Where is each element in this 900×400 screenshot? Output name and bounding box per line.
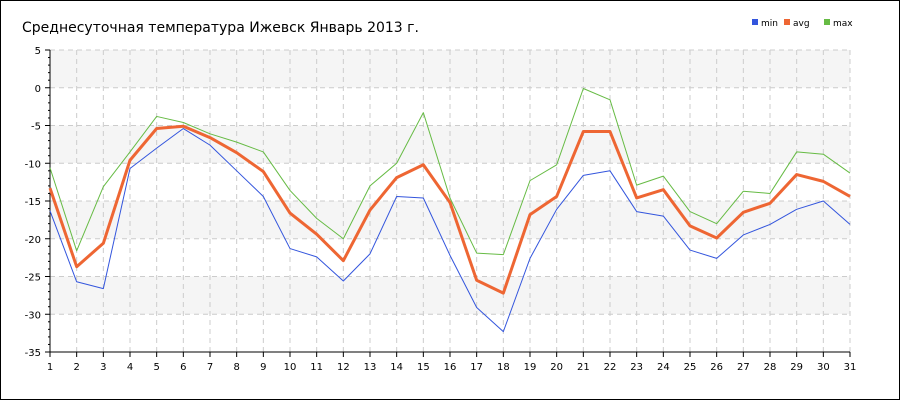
x-tick-label: 14 — [390, 362, 403, 373]
x-tick-label: 17 — [470, 362, 483, 373]
legend-label-avg: avg — [793, 19, 810, 29]
x-axis-ticks: 1 2 3 4 5 6 7 8 9 10 11 12 13 14 15 16 17 18 19 20 21 22 23 24 2… — [47, 352, 857, 373]
y-tick-label: -15 — [25, 197, 41, 208]
x-tick-label: 21 — [577, 362, 590, 373]
legend: min avg max — [752, 19, 853, 29]
x-tick-label: 15 — [417, 362, 430, 373]
series-line-min — [49, 128, 851, 333]
x-tick-label: 19 — [524, 362, 537, 373]
x-tick-label: 4 — [127, 362, 133, 373]
y-tick-label: -30 — [25, 310, 41, 321]
series-line-avg — [48, 124, 851, 295]
legend-label-max: max — [833, 19, 853, 29]
x-tick-label: 25 — [684, 362, 697, 373]
x-tick-label: 30 — [817, 362, 830, 373]
y-tick-label: -10 — [25, 159, 41, 170]
series-layer — [48, 88, 851, 333]
y-tick-label: -20 — [25, 235, 41, 246]
x-tick-label: 29 — [790, 362, 803, 373]
x-tick-label: 5 — [153, 362, 159, 373]
y-tick-label: -25 — [25, 273, 41, 284]
x-tick-label: 28 — [764, 362, 777, 373]
y-tick-label: -35 — [25, 348, 41, 359]
x-tick-label: 26 — [710, 362, 723, 373]
x-tick-label: 13 — [364, 362, 377, 373]
y-tick-label: -5 — [31, 122, 41, 133]
x-tick-label: 6 — [180, 362, 186, 373]
x-tick-label: 22 — [604, 362, 617, 373]
x-tick-label: 23 — [630, 362, 643, 373]
legend-label-min: min — [761, 19, 778, 29]
x-tick-label: 8 — [233, 362, 239, 373]
chart-title: Среднесуточная температура Ижевск Январь… — [22, 20, 419, 36]
x-tick-label: 27 — [737, 362, 750, 373]
x-tick-label: 1 — [47, 362, 53, 373]
x-tick-label: 31 — [844, 362, 857, 373]
series-line-max — [49, 88, 851, 256]
y-axis-ticks: 5 0 -5 -10 -15 -20 -25 -30 -35 — [25, 46, 50, 359]
y-tick-label: 0 — [35, 84, 41, 95]
x-tick-label: 3 — [100, 362, 106, 373]
x-tick-label: 24 — [657, 362, 670, 373]
x-tick-label: 11 — [310, 362, 323, 373]
x-tick-label: 20 — [550, 362, 563, 373]
legend-swatch-min — [752, 19, 758, 25]
x-tick-label: 7 — [207, 362, 213, 373]
x-tick-label: 10 — [284, 362, 297, 373]
x-tick-label: 16 — [444, 362, 457, 373]
x-tick-label: 18 — [497, 362, 510, 373]
x-tick-label: 9 — [260, 362, 266, 373]
x-tick-label: 12 — [337, 362, 350, 373]
y-tick-label: 5 — [35, 46, 41, 57]
legend-swatch-max — [824, 19, 830, 25]
x-tick-label: 2 — [73, 362, 79, 373]
legend-swatch-avg — [784, 19, 790, 25]
